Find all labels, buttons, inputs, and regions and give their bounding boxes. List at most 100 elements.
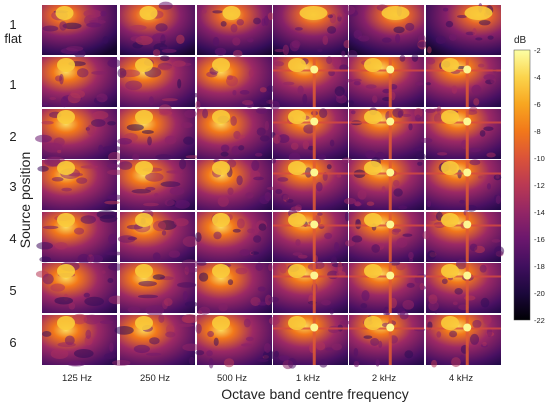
heatmap-speckle: [85, 329, 92, 340]
heatmap-hotspot: [310, 117, 319, 126]
heatmap-speckle: [96, 93, 108, 103]
heatmap-hotspot: [222, 6, 241, 20]
heatmap-speckle: [253, 235, 262, 243]
heatmap-speckle: [408, 251, 414, 260]
heatmap-speckle: [42, 273, 54, 285]
heatmap-speckle: [236, 175, 243, 186]
heatmap-speckle: [473, 98, 480, 106]
heatmap-speckle: [358, 35, 370, 42]
y-axis-title: Source position: [17, 151, 33, 249]
heatmap-speckle: [322, 35, 329, 45]
heatmap-panel: [426, 159, 502, 212]
heatmap-speckle: [237, 134, 246, 139]
heatmap-speckle: [259, 98, 269, 106]
heatmap-ridge-vertical: [312, 212, 316, 262]
heatmap-speckle: [464, 295, 476, 301]
heatmap-speckle: [126, 124, 144, 131]
heatmap-speckle: [336, 174, 342, 178]
heatmap-speckle: [152, 220, 167, 232]
heatmap-speckle: [253, 176, 264, 181]
heatmap-speckle: [169, 186, 185, 196]
heatmap-hotspot: [299, 6, 328, 20]
heatmap-speckle: [207, 330, 214, 338]
heatmap-hotspot: [463, 117, 472, 126]
heatmap-ridge-vertical: [465, 57, 469, 107]
heatmap-speckle: [262, 350, 275, 361]
heatmap-speckle: [90, 119, 106, 127]
heatmap-speckle: [343, 5, 356, 15]
heatmap-speckle: [486, 327, 493, 337]
heatmap-panel: [194, 212, 272, 262]
heatmap-speckle: [435, 211, 443, 221]
heatmap-speckle: [365, 150, 376, 159]
heatmap-speckle: [198, 272, 209, 282]
heatmap-hotspot: [57, 316, 75, 330]
heatmap-hotspot: [441, 213, 459, 227]
heatmap-speckle: [53, 137, 65, 147]
heatmap-hotspot: [212, 161, 230, 175]
heatmap-speckle: [255, 107, 268, 114]
heatmap-speckle: [469, 147, 481, 153]
heatmap-speckle: [179, 158, 187, 170]
heatmap-panel: [349, 310, 426, 368]
heatmap-speckle: [478, 175, 483, 179]
heatmap-speckle: [247, 228, 255, 234]
heatmap-speckle: [324, 232, 333, 240]
heatmap-speckle: [161, 98, 178, 102]
heatmap-panel: [270, 157, 352, 212]
heatmap-speckle: [202, 108, 209, 119]
heatmap-speckle: [471, 84, 482, 95]
heatmap-hotspot: [386, 117, 395, 126]
heatmap-hotspot: [441, 161, 459, 175]
heatmap-speckle: [426, 58, 436, 65]
heatmap-speckle: [427, 46, 432, 54]
heatmap-ridge-vertical: [465, 212, 469, 262]
heatmap-hotspot: [364, 316, 382, 330]
heatmap-speckle: [50, 348, 69, 360]
heatmap-speckle: [107, 278, 114, 283]
colorbar-tick-label: -8: [534, 127, 541, 136]
heatmap-speckle: [413, 147, 423, 151]
heatmap-panel: [426, 259, 501, 314]
heatmap-hotspot: [364, 213, 382, 227]
heatmap-panel: [117, 55, 200, 107]
heatmap-speckle: [245, 192, 254, 199]
heatmap-speckle: [415, 152, 426, 161]
heatmap-speckle: [161, 230, 167, 236]
heatmap-hotspot: [463, 168, 472, 177]
heatmap-speckle: [176, 323, 194, 327]
heatmap-speckle: [77, 253, 91, 265]
heatmap-hotspot: [464, 6, 493, 20]
heatmap-speckle: [227, 279, 234, 286]
heatmap-speckle: [106, 163, 120, 169]
heatmap-speckle: [319, 359, 328, 368]
heatmap-speckle: [255, 262, 264, 271]
heatmap-speckle: [76, 68, 89, 78]
heatmap-speckle: [98, 144, 104, 152]
heatmap-speckle: [494, 246, 505, 256]
heatmap-speckle: [243, 318, 251, 328]
heatmap-speckle: [302, 93, 308, 105]
heatmap-speckle: [49, 96, 57, 100]
heatmap-speckle: [433, 113, 443, 124]
heatmap-speckle: [83, 292, 90, 298]
heatmap-speckle: [126, 224, 143, 230]
heatmap-speckle: [353, 81, 361, 86]
heatmap-hotspot: [310, 168, 319, 177]
heatmap-panel: [117, 104, 200, 162]
heatmap-hotspot: [135, 110, 153, 124]
heatmap-speckle: [482, 341, 487, 347]
heatmap-speckle: [266, 85, 275, 93]
heatmap-hotspot: [386, 271, 395, 280]
row-label-3: 3: [9, 179, 17, 194]
heatmap-speckle: [393, 26, 405, 34]
heatmap-speckle: [411, 53, 419, 62]
heatmap-speckle: [406, 282, 415, 288]
colorbar-tick-label: -16: [534, 235, 545, 244]
heatmap-speckle: [417, 41, 428, 48]
heatmap-speckle: [181, 259, 199, 269]
heatmap-speckle: [246, 37, 254, 43]
heatmap-speckle: [486, 152, 496, 158]
heatmap-speckle: [236, 218, 245, 229]
